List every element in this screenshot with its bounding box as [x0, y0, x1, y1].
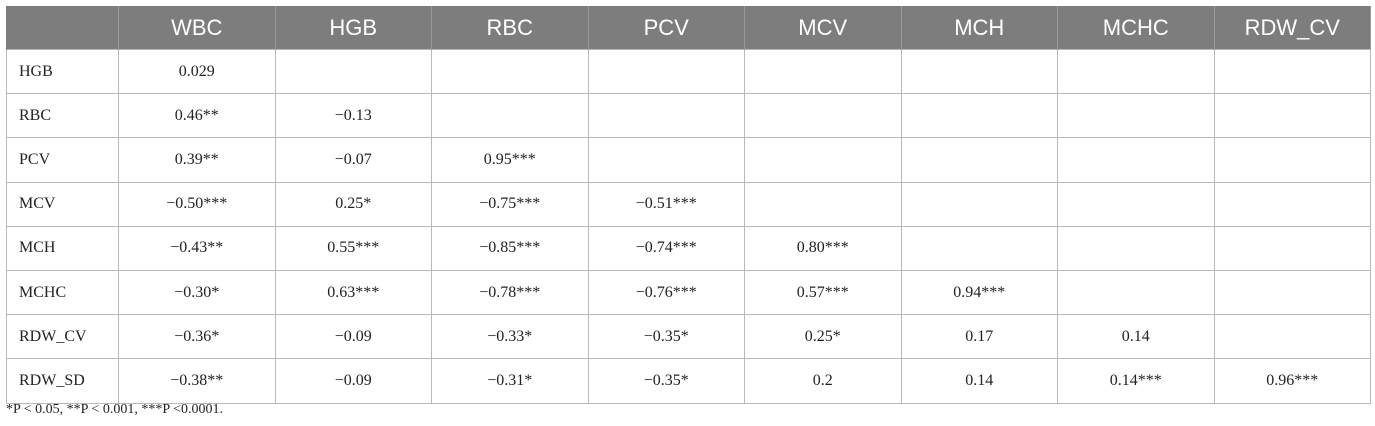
- table-cell: 0.80***: [744, 225, 902, 271]
- table-cell: −0.36*: [118, 314, 276, 360]
- correlation-table: WBC HGB RBC PCV MCV MCH MCHC RDW_CV HGB 0…: [6, 6, 1371, 404]
- table-cell: [1057, 225, 1215, 271]
- table-cell: 0.25*: [274, 181, 432, 227]
- table-cell: −0.50***: [118, 181, 276, 227]
- column-header-mchc: MCHC: [1057, 6, 1215, 50]
- table-cell: [1213, 93, 1371, 139]
- table-cell: −0.38**: [118, 358, 276, 404]
- table-cell: [274, 48, 432, 95]
- column-header-rbc: RBC: [431, 6, 589, 50]
- column-header-mch: MCH: [900, 6, 1058, 50]
- table-cell: 0.39**: [118, 137, 276, 183]
- correlation-table-container: WBC HGB RBC PCV MCV MCH MCHC RDW_CV HGB 0…: [6, 6, 1371, 404]
- table-cell: [900, 225, 1058, 271]
- column-header-mcv: MCV: [744, 6, 902, 50]
- row-header-cell: MCH: [6, 225, 119, 271]
- table-row: RBC 0.46** −0.13: [6, 93, 1371, 139]
- row-header-cell: RBC: [6, 93, 119, 139]
- table-cell: [744, 181, 902, 227]
- column-header-rdw-cv: RDW_CV: [1213, 6, 1371, 50]
- table-cell: 0.96***: [1213, 358, 1371, 404]
- column-header-wbc: WBC: [118, 6, 276, 50]
- table-cell: [900, 137, 1058, 183]
- table-row: MCV −0.50*** 0.25* −0.75*** −0.51***: [6, 181, 1371, 227]
- table-cell: 0.029: [118, 48, 276, 95]
- table-cell: [1213, 314, 1371, 360]
- table-cell: [1057, 181, 1215, 227]
- table-cell: [900, 93, 1058, 139]
- table-cell: [1213, 269, 1371, 316]
- table-cell: −0.43**: [118, 225, 276, 271]
- table-cell: 0.94***: [900, 269, 1058, 316]
- row-header-cell: RDW_SD: [6, 358, 119, 404]
- row-header-cell: PCV: [6, 137, 119, 183]
- table-cell: [1213, 181, 1371, 227]
- table-cell: 0.14***: [1057, 358, 1215, 404]
- table-cell: 0.55***: [274, 225, 432, 271]
- table-cell: −0.09: [274, 358, 432, 404]
- table-cell: [900, 48, 1058, 95]
- table-cell: 0.25*: [744, 314, 902, 360]
- table-cell: −0.07: [274, 137, 432, 183]
- table-body: HGB 0.029 RBC 0.46** −0.13 PCV 0.39** −0.07 0.95…: [6, 48, 1371, 404]
- table-cell: 0.95***: [431, 137, 589, 183]
- table-cell: 0.63***: [274, 269, 432, 316]
- table-cell: −0.76***: [587, 269, 745, 316]
- table-cell: −0.35*: [587, 358, 745, 404]
- table-cell: 0.57***: [744, 269, 902, 316]
- table-cell: [744, 48, 902, 95]
- table-cell: −0.13: [274, 93, 432, 139]
- header-row: WBC HGB RBC PCV MCV MCH MCHC RDW_CV: [6, 6, 1371, 50]
- table-cell: −0.78***: [431, 269, 589, 316]
- table-cell: [744, 137, 902, 183]
- table-cell: [1057, 137, 1215, 183]
- row-header-cell: RDW_CV: [6, 314, 119, 360]
- table-row: RDW_SD −0.38** −0.09 −0.31* −0.35* 0.2 0.14 0.1…: [6, 358, 1371, 404]
- table-cell: [587, 48, 745, 95]
- table-row: MCHC −0.30* 0.63*** −0.78*** −0.76*** 0.57***…: [6, 269, 1371, 316]
- table-cell: 0.2: [744, 358, 902, 404]
- table-cell: −0.51***: [587, 181, 745, 227]
- table-cell: −0.30*: [118, 269, 276, 316]
- table-row: PCV 0.39** −0.07 0.95***: [6, 137, 1371, 183]
- table-cell: −0.35*: [587, 314, 745, 360]
- table-cell: [1057, 93, 1215, 139]
- table-row: HGB 0.029: [6, 48, 1371, 95]
- table-cell: [1057, 48, 1215, 95]
- table-cell: [431, 93, 589, 139]
- table-cell: [431, 48, 589, 95]
- column-header-pcv: PCV: [587, 6, 745, 50]
- table-footnote: *P < 0.05, **P < 0.001, ***P <0.0001.: [6, 402, 223, 417]
- table-row: RDW_CV −0.36* −0.09 −0.33* −0.35* 0.25* 0.17 0.…: [6, 314, 1371, 360]
- table-cell: 0.17: [900, 314, 1058, 360]
- table-cell: 0.14: [900, 358, 1058, 404]
- table-cell: −0.74***: [587, 225, 745, 271]
- header-corner-cell: [6, 6, 119, 50]
- table-cell: [587, 93, 745, 139]
- table-cell: 0.14: [1057, 314, 1215, 360]
- table-row: MCH −0.43** 0.55*** −0.85*** −0.74*** 0.80***: [6, 225, 1371, 271]
- table-cell: −0.33*: [431, 314, 589, 360]
- column-header-hgb: HGB: [274, 6, 432, 50]
- table-cell: 0.46**: [118, 93, 276, 139]
- table-cell: [1057, 269, 1215, 316]
- table-cell: [900, 181, 1058, 227]
- row-header-cell: MCV: [6, 181, 119, 227]
- table-cell: −0.75***: [431, 181, 589, 227]
- table-cell: [1213, 225, 1371, 271]
- table-cell: −0.09: [274, 314, 432, 360]
- table-header: WBC HGB RBC PCV MCV MCH MCHC RDW_CV: [6, 6, 1371, 50]
- table-cell: −0.85***: [431, 225, 589, 271]
- table-cell: [1213, 48, 1371, 95]
- table-cell: −0.31*: [431, 358, 589, 404]
- table-cell: [744, 93, 902, 139]
- table-cell: [1213, 137, 1371, 183]
- row-header-cell: MCHC: [6, 269, 119, 316]
- row-header-cell: HGB: [6, 48, 119, 95]
- table-cell: [587, 137, 745, 183]
